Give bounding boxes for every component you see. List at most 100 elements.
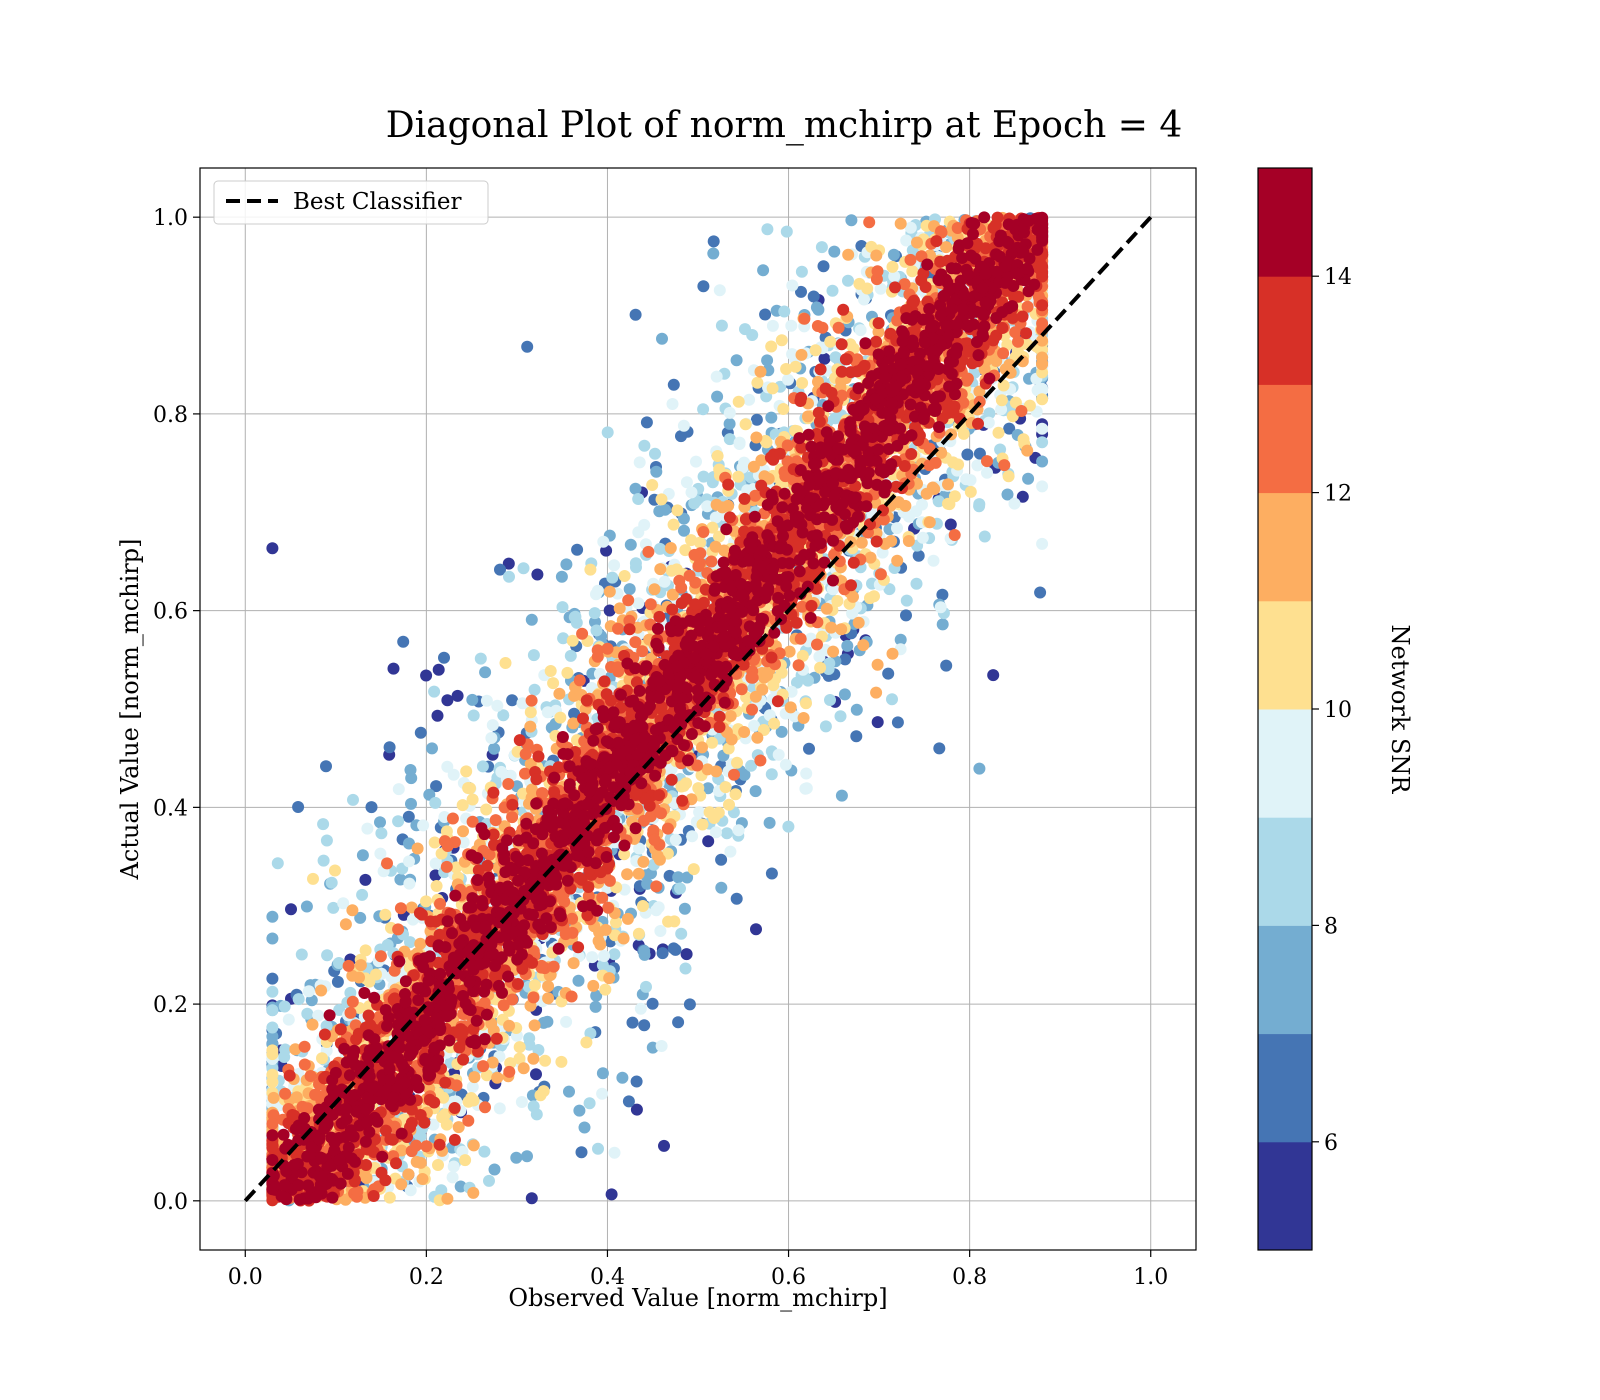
scatter-point: [871, 716, 884, 729]
scatter-point: [387, 662, 400, 675]
scatter-point: [825, 621, 838, 634]
scatter-point: [266, 932, 279, 945]
scatter-point: [807, 290, 820, 303]
scatter-point: [891, 554, 904, 567]
scatter-point: [300, 900, 313, 913]
scatter-point: [709, 540, 722, 553]
scatter-point: [981, 466, 993, 479]
scatter-point: [858, 293, 870, 306]
scatter-point: [565, 990, 578, 1003]
scatter-point: [527, 1052, 540, 1065]
scatter-point: [525, 1192, 538, 1205]
scatter-point: [668, 915, 681, 928]
scatter-point: [796, 377, 809, 389]
scatter-point: [750, 413, 763, 426]
scatter-point: [702, 782, 714, 795]
scatter-point: [766, 319, 779, 332]
scatter-point: [426, 742, 438, 755]
scatter-point: [266, 1021, 279, 1034]
scatter-point: [457, 825, 469, 838]
scatter-point: [530, 1068, 542, 1081]
scatter-point: [630, 1103, 643, 1116]
scatter-point: [432, 663, 445, 676]
scatter-point: [416, 1173, 429, 1185]
scatter-point: [750, 923, 762, 936]
scatter-point: [715, 853, 728, 866]
scatter-point: [1021, 444, 1034, 457]
scatter-point: [402, 810, 415, 823]
scatter-point: [891, 716, 904, 729]
scatter-point: [456, 799, 469, 812]
scatter-point: [904, 253, 917, 266]
scatter-point: [697, 470, 710, 483]
scatter-point: [1036, 436, 1049, 449]
scatter-point: [910, 577, 923, 590]
scatter-point: [779, 758, 792, 771]
scatter-point: [279, 1043, 292, 1056]
scatter-point: [777, 403, 790, 415]
scatter-point: [824, 335, 837, 348]
scatter-point: [800, 767, 813, 780]
scatter-point: [813, 650, 826, 663]
scatter-point: [608, 559, 621, 572]
scatter-point: [432, 1159, 444, 1171]
scatter-point: [333, 1004, 346, 1016]
scatter-point: [982, 416, 995, 429]
scatter-point: [601, 426, 614, 439]
scatter-point: [933, 742, 946, 755]
scatter-point: [320, 760, 332, 773]
scatter-point: [711, 390, 724, 403]
scatter-point: [748, 719, 761, 732]
scatter-point: [590, 989, 603, 1002]
scatter-point: [923, 516, 936, 529]
scatter-point: [266, 1048, 279, 1061]
scatter-point: [521, 340, 534, 353]
scatter-point: [795, 285, 807, 298]
scatter-point: [379, 908, 392, 921]
scatter-point: [603, 585, 616, 598]
scatter-point: [528, 979, 541, 992]
scatter-point: [871, 658, 884, 671]
scatter-point: [483, 1174, 495, 1187]
scatter-point: [780, 225, 793, 238]
scatter-point: [1036, 480, 1049, 493]
scatter-point: [679, 962, 692, 975]
scatter-point: [592, 935, 605, 947]
scatter-point: [402, 1168, 415, 1181]
scatter-point: [765, 768, 778, 781]
scatter-point: [640, 980, 652, 993]
scatter-point: [891, 522, 903, 535]
scatter-point: [542, 980, 555, 993]
scatter-point: [537, 1085, 550, 1098]
scatter-point: [732, 824, 745, 837]
scatter-point: [646, 997, 659, 1010]
scatter-point: [772, 748, 785, 761]
scatter-point: [797, 712, 810, 724]
scatter-point: [563, 1085, 575, 1098]
scatter-point: [827, 645, 840, 658]
scatter-point: [510, 1151, 523, 1164]
scatter-point: [491, 1071, 504, 1084]
scatter-point: [973, 762, 986, 775]
scatter-point: [564, 649, 577, 662]
scatter-point: [723, 406, 736, 419]
scatter-point: [621, 868, 634, 881]
scatter-point: [819, 720, 832, 733]
scatter-point: [746, 329, 759, 341]
scatter-point: [605, 1188, 618, 1201]
scatter-point: [596, 1087, 609, 1100]
scatter-point: [818, 352, 831, 365]
scatter-point: [462, 1095, 475, 1108]
scatter-point: [414, 1156, 427, 1169]
scatter-point: [761, 223, 774, 236]
scatter-point: [904, 221, 917, 234]
scatter-point: [480, 694, 493, 707]
scatter-point: [397, 635, 410, 648]
scatter-point: [478, 1145, 491, 1158]
scatter-point: [527, 991, 540, 1004]
scatter-point: [632, 927, 645, 940]
scatter-point: [375, 827, 388, 840]
scatter-point: [824, 694, 836, 706]
scatter-point: [994, 443, 1007, 456]
scatter-point: [652, 901, 665, 914]
